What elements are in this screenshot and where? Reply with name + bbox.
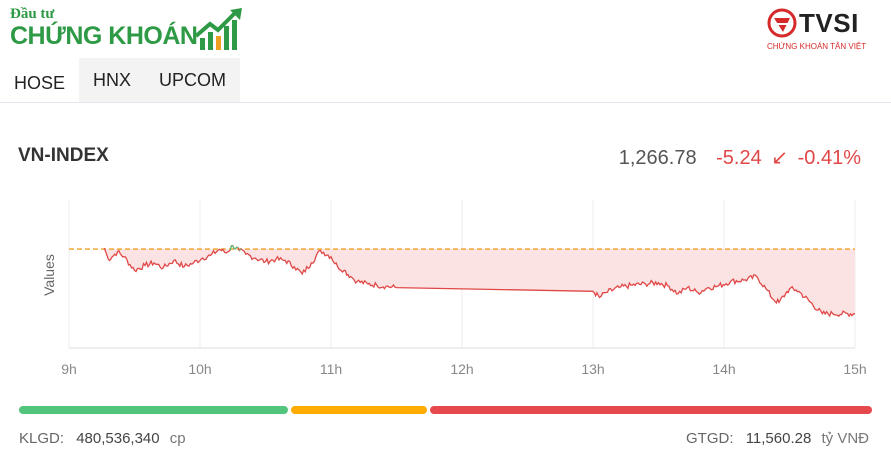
index-name: VN-INDEX bbox=[18, 145, 109, 166]
value-summary: GTGD: 11,560.28 tỷ VNĐ bbox=[686, 430, 869, 447]
x-tick-label: 10h bbox=[188, 361, 211, 377]
tvsi-subtitle: CHỨNG KHOÁN TÂN VIỆT bbox=[767, 42, 867, 51]
x-tick-label: 14h bbox=[712, 361, 735, 377]
unchanged-bar bbox=[291, 406, 427, 414]
x-tick-label: 13h bbox=[581, 361, 604, 377]
growth-chart-icon bbox=[194, 8, 242, 50]
index-value: 1,266.78 bbox=[618, 147, 697, 169]
tvsi-name: TVSI bbox=[799, 8, 859, 38]
vn-index-line bbox=[103, 244, 856, 318]
x-tick-label: 15h bbox=[843, 361, 866, 377]
tab-upcom[interactable]: UPCOM bbox=[145, 58, 241, 102]
index-quote: 1,266.78 -5.24 ↙ -0.41% bbox=[619, 145, 861, 170]
above-reference-segment bbox=[238, 248, 242, 252]
volume-unit: cp bbox=[169, 430, 186, 447]
tab-divider bbox=[0, 102, 891, 103]
intraday-chart: 9h 10h 11h 12h 13h 14h 15h Values bbox=[41, 200, 867, 377]
declining-bar bbox=[430, 406, 872, 414]
above-reference-segment bbox=[234, 246, 238, 250]
value-label: GTGD: bbox=[686, 430, 734, 447]
dautu-chungkhoan-logo: Đầu tư CHỨNG KHOÁN bbox=[8, 4, 248, 52]
tab-hnx[interactable]: HNX bbox=[79, 58, 146, 102]
volume-summary: KLGD: 480,536,340 cp bbox=[19, 430, 186, 447]
x-tick-label: 12h bbox=[450, 361, 473, 377]
index-change-pct: -0.41% bbox=[797, 147, 861, 169]
tab-hose[interactable]: HOSE bbox=[0, 58, 80, 102]
x-tick-label: 11h bbox=[320, 361, 342, 377]
tvsi-logo: TVSI CHỨNG KHOÁN TÂN VIỆT bbox=[763, 6, 883, 54]
below-reference-area bbox=[104, 249, 855, 317]
y-axis-label: Values bbox=[41, 254, 57, 296]
exchange-tabs: HOSE HNX UPCOM bbox=[0, 58, 241, 102]
logo-main-text: CHỨNG KHOÁN bbox=[10, 22, 198, 50]
x-tick-label: 9h bbox=[61, 361, 77, 377]
logo-top-text: Đầu tư bbox=[10, 6, 55, 22]
volume-value: 480,536,340 bbox=[76, 430, 160, 447]
value-value: 11,560.28 bbox=[745, 430, 812, 447]
advancing-bar bbox=[19, 406, 288, 414]
above-reference-segment bbox=[232, 245, 235, 249]
volume-label: KLGD: bbox=[19, 430, 65, 447]
above-reference-segment bbox=[229, 245, 233, 251]
down-arrow-icon: ↙ bbox=[771, 147, 789, 169]
index-change: -5.24 bbox=[716, 147, 762, 169]
value-unit: tỷ VNĐ bbox=[821, 430, 869, 447]
tvsi-emblem-icon bbox=[767, 8, 797, 38]
